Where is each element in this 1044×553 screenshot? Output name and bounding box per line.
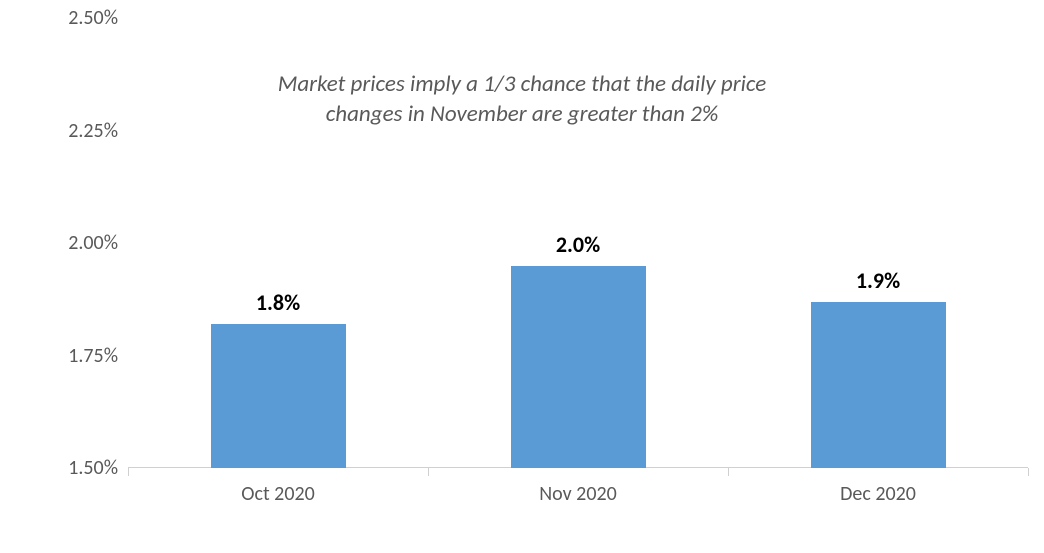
x-tick-mark <box>1028 468 1029 476</box>
bar <box>811 302 946 469</box>
y-tick-label: 2.00% <box>68 231 118 255</box>
y-tick-label: 1.75% <box>68 344 118 368</box>
volatility-bar-chart: Market prices imply a 1/3 chance that th… <box>0 0 1044 553</box>
bar <box>511 266 646 469</box>
bar-value-label: 1.8% <box>256 289 300 316</box>
plot-area: 1.8% 2.0% 1.9% <box>128 18 1028 468</box>
y-tick-label: 2.25% <box>68 119 118 143</box>
y-tick-label: 2.50% <box>68 6 118 30</box>
x-tick-mark <box>428 468 429 476</box>
x-tick-label: Dec 2020 <box>840 482 916 506</box>
x-tick-mark <box>128 468 129 476</box>
y-tick-label: 1.50% <box>68 456 118 480</box>
bar <box>211 324 346 468</box>
x-tick-label: Oct 2020 <box>241 482 314 506</box>
x-tick-mark <box>728 468 729 476</box>
bar-value-label: 2.0% <box>556 231 600 258</box>
bar-value-label: 1.9% <box>856 267 900 294</box>
x-tick-label: Nov 2020 <box>539 482 616 506</box>
